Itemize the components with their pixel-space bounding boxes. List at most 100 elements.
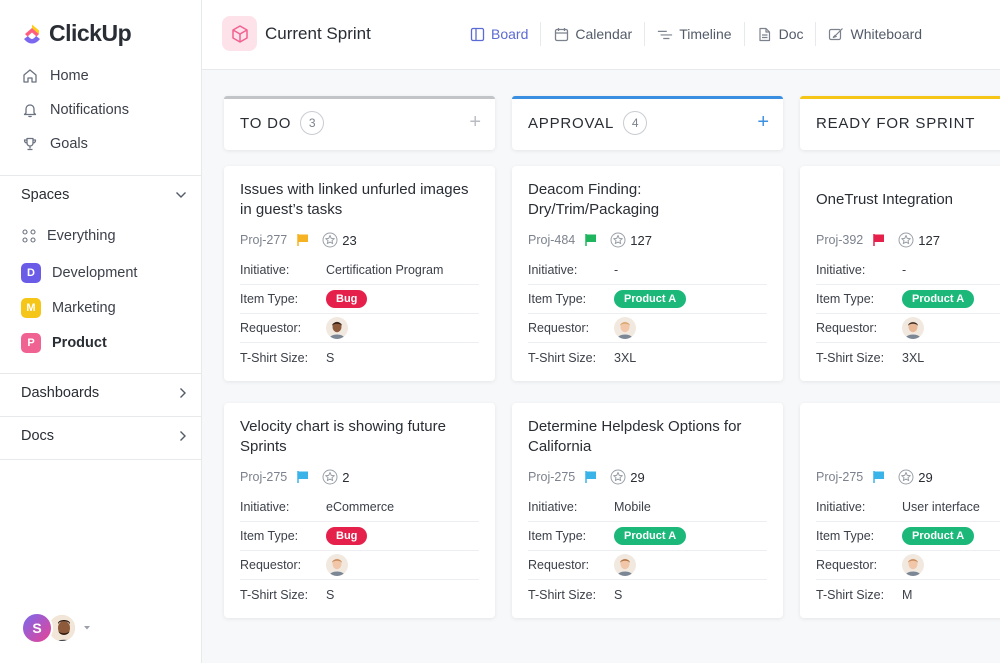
- task-title[interactable]: Determine Helpdesk Options for Californi…: [528, 418, 742, 455]
- add-task-icon[interactable]: +: [757, 111, 769, 133]
- task-meta: Proj-275 29: [816, 469, 933, 485]
- doc-icon: [757, 26, 773, 42]
- task-card[interactable]: Velocity chart is showing future Sprints…: [224, 403, 495, 618]
- nav-goals[interactable]: Goals: [21, 134, 88, 154]
- column-count: 4: [623, 111, 648, 135]
- priority-flag-icon[interactable]: [872, 233, 886, 247]
- field-initiative: Initiative: eCommerce: [240, 493, 479, 522]
- task-title[interactable]: Issues with linked unfurled images in gu…: [240, 181, 469, 218]
- sidebar: ClickUp Home Notifications Goals Spaces …: [0, 0, 202, 663]
- home-icon: [21, 67, 39, 85]
- column-header: READY FOR SPRINT: [800, 96, 1000, 150]
- tab-whiteboard[interactable]: Whiteboard: [815, 22, 934, 46]
- view-tabs: Board Calendar Timeline Doc Whiteboard: [457, 22, 934, 46]
- tab-calendar[interactable]: Calendar: [540, 22, 644, 46]
- story-points-icon: [322, 232, 338, 248]
- user-menu[interactable]: S: [21, 612, 91, 644]
- priority-flag-icon[interactable]: [584, 470, 598, 484]
- task-card[interactable]: Proj-275 29 Initiative: User interface Item …: [800, 403, 1000, 618]
- priority-flag-icon[interactable]: [872, 470, 886, 484]
- item-type-pill[interactable]: Product A: [902, 290, 975, 308]
- sidebar-item-dashboards[interactable]: Dashboards: [21, 385, 187, 401]
- initiative-value[interactable]: User interface: [902, 500, 980, 514]
- priority-flag-icon[interactable]: [584, 233, 598, 247]
- initiative-value[interactable]: Mobile: [614, 500, 651, 514]
- requestor-avatar[interactable]: [902, 554, 924, 576]
- priority-flag-icon[interactable]: [296, 233, 310, 247]
- story-points-icon: [898, 469, 914, 485]
- task-title[interactable]: Deacom Finding: Dry/Trim/Packaging: [528, 181, 660, 218]
- field-label: Requestor:: [240, 321, 302, 335]
- initiative-value[interactable]: -: [614, 263, 619, 277]
- tab-board[interactable]: Board: [457, 22, 540, 46]
- item-type-pill[interactable]: Bug: [326, 527, 368, 545]
- requestor-avatar[interactable]: [614, 554, 636, 576]
- space-badge: M: [21, 298, 41, 318]
- sidebar-divider: [0, 459, 201, 460]
- sidebar-item-marketing[interactable]: M Marketing: [21, 297, 116, 319]
- tab-label: Doc: [778, 26, 804, 42]
- timeline-icon: [657, 26, 673, 42]
- item-type-pill[interactable]: Product A: [902, 527, 975, 545]
- requestor-avatar[interactable]: [326, 554, 348, 576]
- task-card[interactable]: OneTrust Integration Proj-392 127 Initiativ…: [800, 166, 1000, 381]
- task-card[interactable]: Issues with linked unfurled images in gu…: [224, 166, 495, 381]
- story-points: 2: [342, 469, 350, 485]
- clickup-logo[interactable]: ClickUp: [21, 20, 132, 47]
- add-task-icon[interactable]: +: [469, 111, 481, 133]
- initiative-value[interactable]: -: [902, 263, 907, 277]
- sidebar-item-product[interactable]: P Product: [21, 332, 107, 354]
- field-label: Requestor:: [816, 558, 878, 572]
- field-item-type: Item Type: Product A: [816, 285, 1000, 314]
- task-meta: Proj-277 23: [240, 232, 357, 248]
- item-type-pill[interactable]: Product A: [614, 527, 687, 545]
- field-tshirt-size: T-Shirt Size: M: [816, 580, 1000, 609]
- field-requestor: Requestor:: [816, 551, 1000, 580]
- column-title: APPROVAL: [528, 114, 615, 132]
- tab-doc[interactable]: Doc: [743, 22, 816, 46]
- field-label: Item Type:: [240, 529, 299, 543]
- tshirt-size-value[interactable]: S: [614, 587, 623, 602]
- task-id: Proj-275: [240, 470, 288, 484]
- tshirt-size-value[interactable]: 3XL: [902, 350, 925, 365]
- tshirt-size-value[interactable]: M: [902, 587, 913, 602]
- tshirt-size-value[interactable]: S: [326, 587, 335, 602]
- chevron-down-icon[interactable]: [175, 191, 187, 199]
- initiative-value[interactable]: eCommerce: [326, 500, 395, 514]
- field-initiative: Initiative: Certification Program: [240, 256, 479, 285]
- calendar-icon: [553, 26, 569, 42]
- priority-flag-icon[interactable]: [296, 470, 310, 484]
- field-label: T-Shirt Size:: [240, 350, 309, 365]
- item-type-pill[interactable]: Bug: [326, 290, 368, 308]
- field-initiative: Initiative: Mobile: [528, 493, 767, 522]
- sidebar-item-docs[interactable]: Docs: [21, 428, 187, 444]
- trophy-icon: [21, 135, 39, 153]
- nav-home[interactable]: Home: [21, 66, 89, 86]
- spaces-header[interactable]: Spaces: [21, 187, 187, 203]
- requestor-avatar[interactable]: [326, 317, 348, 339]
- nav-notifications[interactable]: Notifications: [21, 100, 129, 120]
- item-type-pill[interactable]: Product A: [614, 290, 687, 308]
- sidebar-item-development[interactable]: D Development: [21, 262, 137, 284]
- nav-home-label: Home: [50, 68, 89, 84]
- initiative-value[interactable]: Certification Program: [326, 263, 444, 277]
- sidebar-divider: [0, 416, 201, 417]
- tshirt-size-value[interactable]: S: [326, 350, 335, 365]
- field-label: Requestor:: [528, 558, 590, 572]
- column-color-bar: [224, 96, 495, 99]
- field-label: T-Shirt Size:: [816, 587, 885, 602]
- requestor-avatar[interactable]: [614, 317, 636, 339]
- tab-timeline[interactable]: Timeline: [644, 22, 743, 46]
- field-label: Initiative:: [816, 263, 866, 277]
- task-card[interactable]: Determine Helpdesk Options for Californi…: [512, 403, 783, 618]
- tshirt-size-value[interactable]: 3XL: [614, 350, 637, 365]
- task-card[interactable]: Deacom Finding: Dry/Trim/Packaging Proj-4…: [512, 166, 783, 381]
- field-requestor: Requestor:: [240, 314, 479, 343]
- requestor-avatar[interactable]: [902, 317, 924, 339]
- field-tshirt-size: T-Shirt Size: S: [240, 343, 479, 372]
- task-title[interactable]: Velocity chart is showing future Sprints: [240, 418, 446, 455]
- task-title[interactable]: OneTrust Integration: [816, 191, 954, 208]
- task-id: Proj-275: [528, 470, 576, 484]
- sidebar-item-everything[interactable]: Everything: [21, 225, 116, 247]
- field-label: Initiative:: [816, 500, 866, 514]
